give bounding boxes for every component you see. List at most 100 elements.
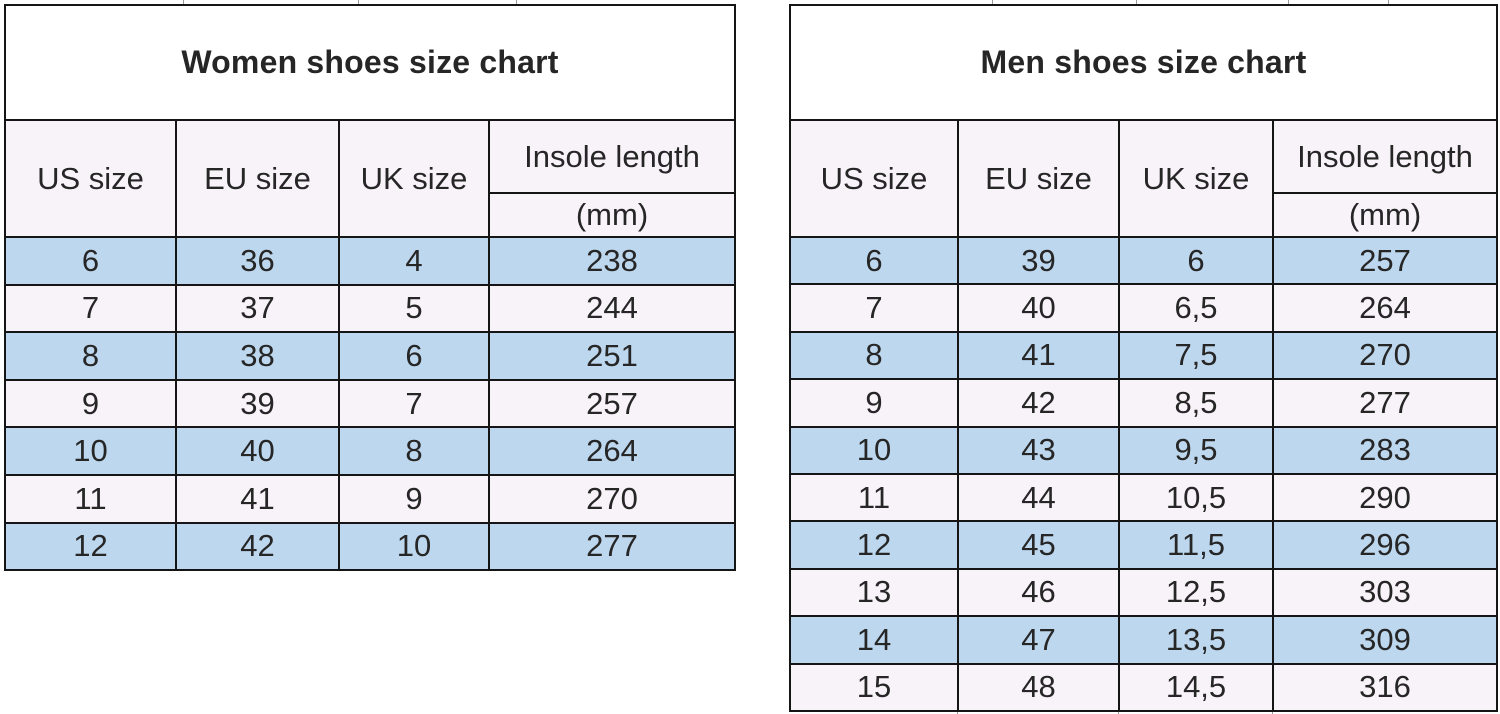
table-row: 15 48 14,5 316 <box>791 664 1496 710</box>
table-cell: 264 <box>1359 290 1411 326</box>
table-cell: 45 <box>959 522 1120 568</box>
table-row: 11 44 10,5 290 <box>791 474 1496 523</box>
women-table-header-row: US size EU size UK size Insole length (m… <box>6 121 734 238</box>
table-row: 12 42 10 277 <box>6 523 734 570</box>
insole-unit-label: (mm) <box>490 194 734 236</box>
table-row: 12 45 11,5 296 <box>791 522 1496 570</box>
women-header-us-size: US size <box>6 121 177 236</box>
table-cell: 43 <box>959 427 1120 473</box>
table-cell: 44 <box>959 474 1120 521</box>
table-cell: 257 <box>1359 242 1411 278</box>
table-cell: 10 <box>791 427 959 473</box>
gridline-remnant-tick <box>1288 0 1289 5</box>
insole-length-label: Insole length <box>1274 121 1496 194</box>
table-cell: 48 <box>959 664 1120 710</box>
table-row: 10 40 8 264 <box>6 428 734 476</box>
men-header-uk-size: UK size <box>1120 121 1274 236</box>
table-cell: 6 <box>6 238 177 284</box>
table-cell: 40 <box>177 428 340 474</box>
women-size-table: Women shoes size chart US size EU size U… <box>4 4 736 572</box>
men-table-header-row: US size EU size UK size Insole length (m… <box>791 121 1496 238</box>
table-cell: 15 <box>791 664 959 710</box>
table-cell: 277 <box>586 528 638 564</box>
header-label: US size <box>820 160 928 196</box>
table-cell: 47 <box>959 617 1120 663</box>
table-cell: 41 <box>959 332 1120 379</box>
table-cell: 10 <box>340 523 490 570</box>
insole-length-label: Insole length <box>490 121 734 194</box>
table-cell: 8 <box>6 333 177 379</box>
gridline-remnant-tick <box>957 711 958 714</box>
table-cell: 6 <box>340 333 490 379</box>
women-header-insole-length: Insole length (mm) <box>490 121 734 236</box>
table-cell: 316 <box>1359 669 1411 705</box>
table-cell: 10 <box>6 428 177 474</box>
header-label: Insole length <box>1297 138 1473 174</box>
table-row: 11 41 9 270 <box>6 475 734 524</box>
table-cell: 12 <box>791 522 959 568</box>
table-cell: 42 <box>959 380 1120 426</box>
gridline-remnant-tick <box>992 0 993 5</box>
insole-unit-label: (mm) <box>1274 194 1496 236</box>
men-header-insole-length: Insole length (mm) <box>1274 121 1496 236</box>
table-cell: 4 <box>340 238 490 284</box>
table-cell: 7,5 <box>1120 332 1274 379</box>
women-table-title: Women shoes size chart <box>6 6 734 121</box>
table-cell: 37 <box>177 285 340 332</box>
table-cell: 14,5 <box>1120 664 1274 710</box>
gridline-remnant-tick <box>1388 0 1389 5</box>
gridline-remnant-tick <box>1272 711 1273 714</box>
gridline-remnant-tick <box>1118 711 1119 714</box>
table-cell: 309 <box>1359 621 1411 657</box>
gridline-remnant-tick <box>516 0 517 5</box>
men-size-table: Men shoes size chart US size EU size UK … <box>789 4 1498 712</box>
table-row: 7 40 6,5 264 <box>791 285 1496 333</box>
table-cell: 238 <box>586 242 638 278</box>
table-cell: 13,5 <box>1120 617 1274 663</box>
table-cell: 7 <box>340 380 490 427</box>
women-table-title-text: Women shoes size chart <box>181 44 559 80</box>
table-cell: 40 <box>959 285 1120 331</box>
table-cell: 9 <box>340 475 490 522</box>
gridline-remnant-tick <box>358 0 359 5</box>
table-cell: 303 <box>1359 574 1411 610</box>
table-row: 13 46 12,5 303 <box>791 569 1496 618</box>
men-table-body: 6 39 6 257 7 40 6,5 264 8 41 7,5 270 9 42 8,5 277 10 43 9,… <box>791 238 1496 710</box>
table-row: 9 39 7 257 <box>6 380 734 429</box>
table-cell: 6,5 <box>1120 285 1274 331</box>
table-cell: 9,5 <box>1120 427 1274 473</box>
men-table-title-text: Men shoes size chart <box>980 44 1307 80</box>
header-label: UK size <box>360 160 468 196</box>
table-row: 6 39 6 257 <box>791 238 1496 286</box>
header-label: EU size <box>204 160 311 196</box>
table-cell: 296 <box>1359 527 1411 563</box>
table-cell: 6 <box>1120 238 1274 284</box>
table-cell: 8,5 <box>1120 380 1274 426</box>
header-label: (mm) <box>1348 197 1422 232</box>
table-cell: 270 <box>586 480 638 516</box>
table-cell: 12,5 <box>1120 569 1274 616</box>
table-cell: 39 <box>959 238 1120 284</box>
men-table-title: Men shoes size chart <box>791 6 1496 121</box>
table-cell: 14 <box>791 617 959 663</box>
table-cell: 7 <box>791 285 959 331</box>
table-cell: 9 <box>6 380 177 427</box>
table-row: 6 36 4 238 <box>6 238 734 286</box>
table-cell: 244 <box>586 290 638 326</box>
gridline-remnant-tick <box>1136 0 1137 5</box>
table-cell: 277 <box>1359 384 1411 420</box>
table-cell: 12 <box>6 523 177 570</box>
table-cell: 251 <box>586 337 638 373</box>
women-table-body: 6 36 4 238 7 37 5 244 8 38 6 251 9 39 7 257 10 40 8 264 11 41… <box>6 238 734 570</box>
men-header-eu-size: EU size <box>959 121 1120 236</box>
table-cell: 8 <box>340 428 490 474</box>
table-cell: 257 <box>586 385 638 421</box>
men-header-us-size: US size <box>791 121 959 236</box>
table-cell: 6 <box>791 238 959 284</box>
table-cell: 7 <box>6 285 177 332</box>
table-row: 8 38 6 251 <box>6 333 734 381</box>
gridline-remnant-tick <box>183 0 184 5</box>
table-row: 8 41 7,5 270 <box>791 332 1496 381</box>
table-cell: 283 <box>1359 432 1411 468</box>
